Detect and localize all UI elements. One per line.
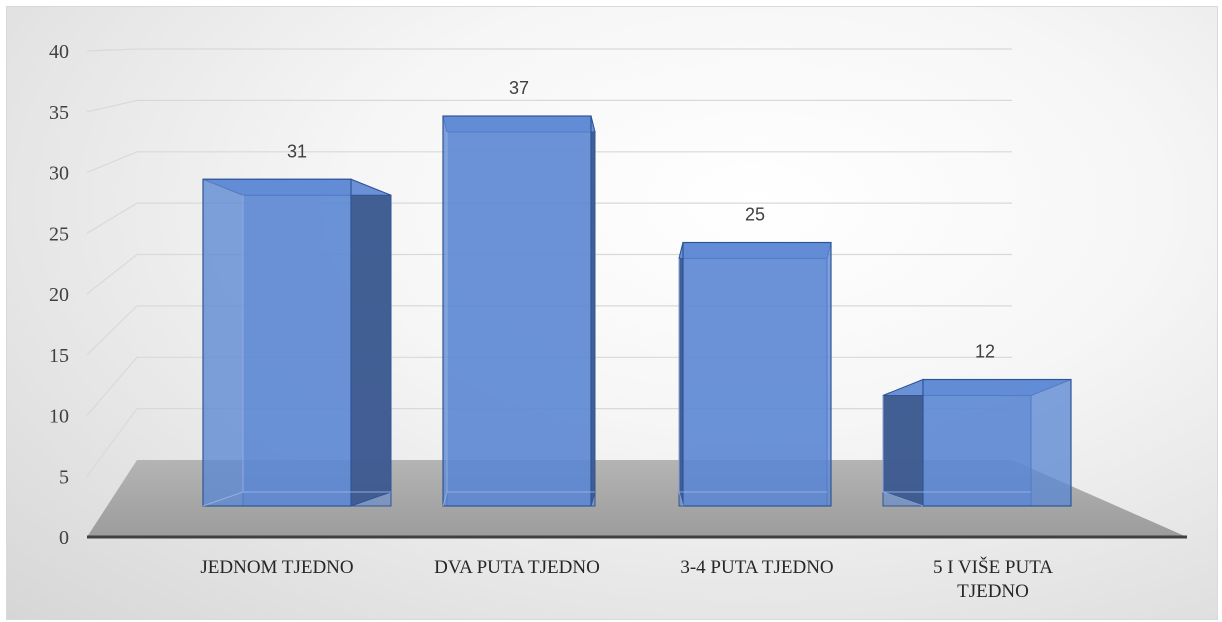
chart-container: 0 5 10 15 20 25 30 35 40 31 JEDNOM TJEDNO 37 DVA PUT… — [6, 6, 1218, 620]
x-tick-label: DVA PUTA TJEDNO — [434, 557, 600, 578]
bar-front-face — [442, 115, 592, 507]
bar-front-face — [682, 241, 832, 507]
gridline — [86, 99, 1012, 113]
x-tick-label: 3-4 PUTA TJEDNO — [680, 557, 833, 578]
y-tick-label: 20 — [49, 284, 69, 306]
bar-edge — [882, 491, 924, 507]
bar — [882, 378, 1072, 507]
y-tick-label: 30 — [49, 163, 69, 185]
x-tick-label: JEDNOM TJEDNO — [200, 557, 353, 578]
bar-side-face — [350, 178, 392, 507]
bar-chart-3d: 0 5 10 15 20 25 30 35 40 31 JEDNOM TJEDNO 37 DVA PUT… — [49, 41, 1187, 602]
bar-edge — [202, 491, 244, 507]
gridline — [86, 48, 1012, 52]
gridline — [86, 151, 1012, 174]
data-label: 37 — [509, 78, 529, 98]
bar-edge — [442, 491, 448, 507]
data-label: 25 — [745, 205, 765, 225]
y-tick-label: 35 — [49, 102, 69, 124]
y-tick-label: 10 — [49, 406, 69, 428]
y-tick-label: 0 — [59, 527, 69, 549]
data-label: 12 — [975, 342, 995, 362]
bar — [678, 241, 832, 507]
bar-edge — [678, 491, 684, 507]
y-tick-label: 5 — [59, 466, 69, 488]
bar-side-face — [882, 378, 924, 507]
y-tick-label: 15 — [49, 345, 69, 367]
bar-front-face — [922, 378, 1072, 507]
x-tick-label: 5 I VIŠE PUTA — [933, 556, 1053, 578]
bar — [202, 178, 392, 507]
x-tick-label: TJEDNO — [957, 581, 1029, 602]
data-label: 31 — [287, 141, 307, 161]
bar — [442, 115, 596, 507]
y-tick-label: 40 — [49, 41, 69, 63]
y-tick-label: 25 — [49, 223, 69, 245]
gridline — [86, 202, 1012, 234]
bar-front-face — [202, 178, 352, 507]
